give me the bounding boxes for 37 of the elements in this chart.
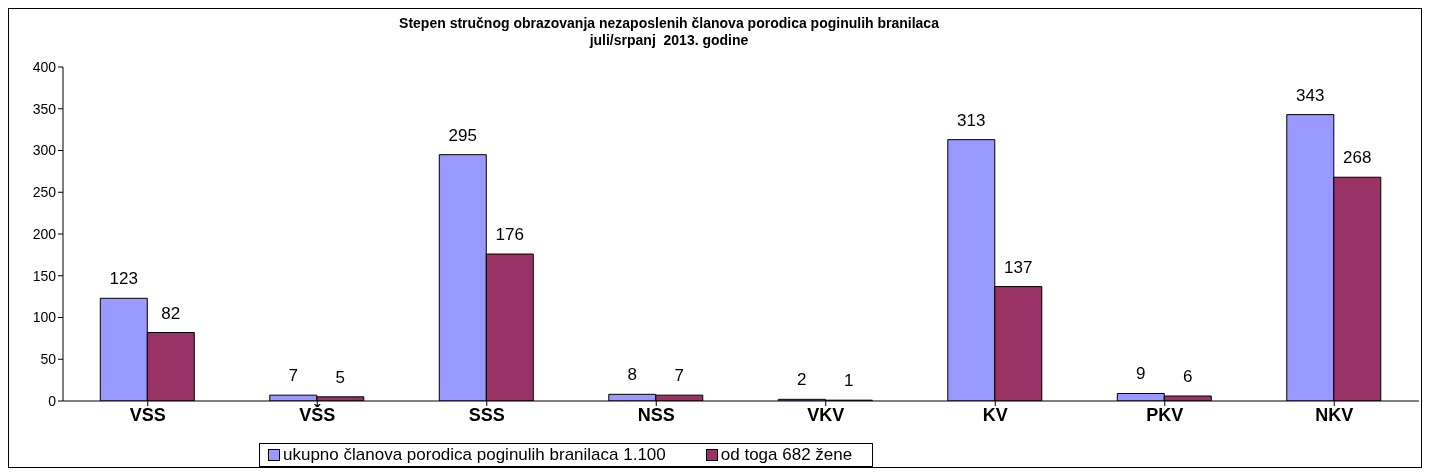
y-tick-label: 0 xyxy=(48,392,57,409)
chart-subtitle: juli/srpanj 2013. godine xyxy=(588,32,750,49)
legend-label: ukupno članova porodica poginulih branilaca 1.100 xyxy=(282,445,666,465)
y-tick-label: 100 xyxy=(32,309,57,326)
y-tick-label: 200 xyxy=(32,225,57,242)
data-label: 5 xyxy=(335,367,346,387)
x-tick-label: KV xyxy=(982,404,1008,425)
data-label: 8 xyxy=(627,365,638,385)
data-label: 1 xyxy=(844,371,854,391)
data-label: 176 xyxy=(495,225,524,245)
data-label: 295 xyxy=(448,125,477,145)
chart-title: Stepen stručnog obrazovanja nezaposlenih članova porodica poginulih branilaca xyxy=(398,15,940,32)
data-label: 137 xyxy=(1004,257,1033,277)
x-tick-label: SSS xyxy=(468,404,505,425)
y-tick-label: 250 xyxy=(32,184,57,201)
data-label: 7 xyxy=(674,366,685,386)
data-label: 343 xyxy=(1296,85,1325,105)
data-label: 82 xyxy=(161,303,181,323)
x-tick-label: NKV xyxy=(1315,404,1354,425)
x-tick-label: NSS xyxy=(637,404,675,425)
data-label: 6 xyxy=(1183,366,1193,386)
data-label: 2 xyxy=(797,370,807,390)
y-tick-label: 150 xyxy=(32,267,57,284)
y-tick-label: 300 xyxy=(32,142,57,159)
y-tick-label: 50 xyxy=(40,351,57,368)
x-tick-label: VKV xyxy=(807,404,845,425)
y-tick-label: 400 xyxy=(32,58,57,75)
x-tick-label: VSS xyxy=(129,404,166,425)
x-tick-label: PKV xyxy=(1146,404,1184,425)
data-label: 123 xyxy=(109,269,138,289)
data-label: 313 xyxy=(957,110,986,130)
data-label: 7 xyxy=(288,366,299,386)
legend-label: od toga 682 žene xyxy=(719,445,853,465)
y-tick-label: 350 xyxy=(32,100,57,117)
data-label: 9 xyxy=(1136,364,1146,384)
x-tick-label: VŠS xyxy=(299,403,336,425)
data-label: 268 xyxy=(1343,148,1372,168)
